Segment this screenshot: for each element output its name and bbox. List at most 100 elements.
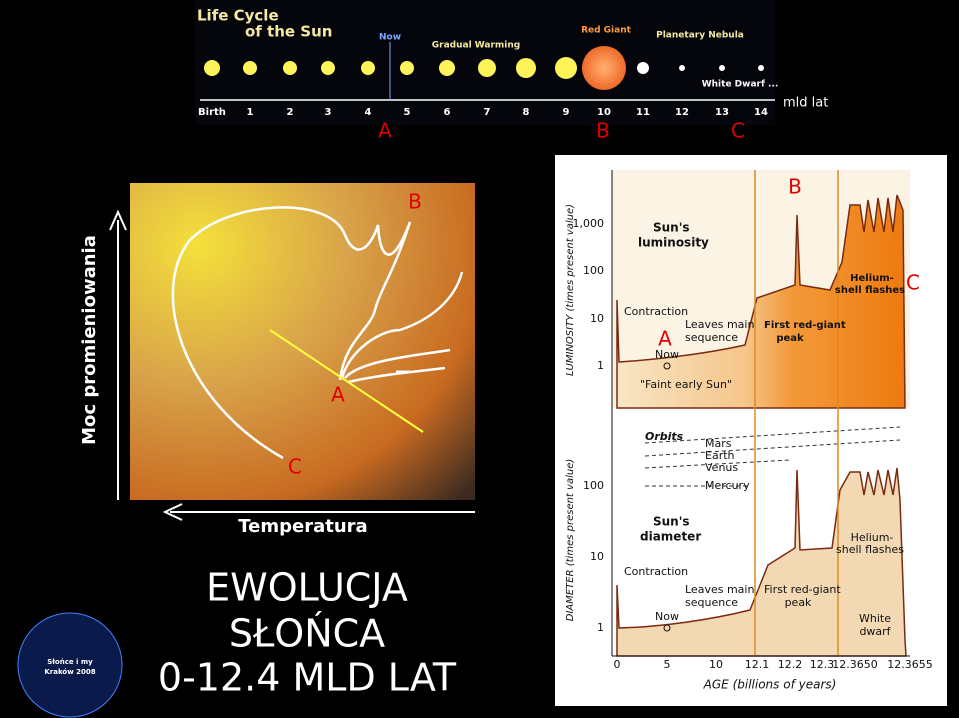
- label: 13: [715, 107, 729, 118]
- label: 0-12.4 MLD LAT: [158, 656, 457, 700]
- sun: [758, 65, 764, 71]
- label: sequence: [685, 596, 738, 609]
- label: Słońce i my: [47, 658, 93, 666]
- label: Mercury: [705, 479, 750, 492]
- label: B: [596, 119, 610, 143]
- label: White: [859, 612, 891, 625]
- logo: [17, 612, 123, 718]
- label: 5: [664, 658, 671, 671]
- now-point: [663, 624, 671, 632]
- label: Planetary Nebula: [656, 31, 744, 41]
- label: DIAMETER (times present value): [565, 459, 576, 622]
- label: 1: [597, 621, 604, 634]
- label: Now: [379, 33, 401, 43]
- label: 12: [675, 107, 689, 118]
- orbit-lines: [644, 426, 901, 487]
- label: 12.3655: [887, 658, 933, 671]
- label: B: [788, 175, 802, 199]
- label: 10: [597, 107, 611, 118]
- main-sequence: [269, 329, 424, 433]
- y-arrow: [109, 209, 127, 500]
- label: First red-giant: [764, 320, 846, 331]
- label: Now: [655, 348, 679, 361]
- label: mld lat: [783, 96, 828, 111]
- label: First red-giant: [764, 583, 841, 596]
- sun: [582, 46, 626, 90]
- label: Mars: [705, 437, 732, 450]
- label: A: [378, 119, 392, 143]
- sun: [204, 60, 220, 76]
- sun: [637, 62, 649, 74]
- sun: [439, 60, 455, 76]
- label: EWOLUCJA: [206, 566, 408, 610]
- sun: [283, 61, 297, 75]
- diameter-curve: [616, 467, 907, 657]
- label: 10: [709, 658, 723, 671]
- label: A: [331, 383, 345, 407]
- label: 11: [636, 107, 650, 118]
- sun: [719, 65, 725, 71]
- label: sequence: [685, 331, 738, 344]
- label: Birth: [198, 107, 226, 118]
- label: peak: [785, 596, 812, 609]
- label: Contraction: [624, 305, 688, 318]
- label: 3: [325, 107, 332, 118]
- label: 100: [583, 479, 604, 492]
- label: diameter: [640, 530, 701, 544]
- x-arrow: [162, 503, 475, 521]
- label: 5: [404, 107, 411, 118]
- label: 4: [365, 107, 372, 118]
- label: 1: [247, 107, 254, 118]
- label: Earth: [705, 449, 735, 462]
- label: Helium-: [851, 531, 894, 544]
- label: Kraków 2008: [44, 668, 95, 676]
- label: 10: [590, 550, 604, 563]
- label: 7: [484, 107, 491, 118]
- label: Gradual Warming: [432, 41, 520, 51]
- label: 12.1: [745, 658, 770, 671]
- label: Temperatura: [238, 516, 367, 537]
- label: shell flashes: [835, 285, 905, 296]
- label: Red Giant: [581, 26, 632, 36]
- label: Contraction: [624, 565, 688, 578]
- label: peak: [776, 333, 804, 344]
- label: 12.2: [778, 658, 803, 671]
- label: Now: [655, 610, 679, 623]
- label: A: [658, 327, 672, 351]
- label: Sun's: [653, 515, 690, 529]
- hr-track: [171, 206, 464, 460]
- sun: [243, 61, 257, 75]
- label: 12.3: [810, 658, 835, 671]
- label: Venus: [705, 461, 738, 474]
- label: Sun's: [653, 221, 690, 235]
- sun: [516, 58, 536, 78]
- label: 14: [754, 107, 768, 118]
- label: Life Cycle: [197, 7, 279, 25]
- label: C: [731, 119, 745, 143]
- luminosity-curve: [616, 194, 906, 409]
- label: C: [906, 271, 920, 295]
- label: Leaves main: [685, 318, 754, 331]
- label: Helium-: [850, 273, 894, 284]
- phase-lines: [754, 170, 839, 656]
- label: dwarf: [859, 625, 891, 638]
- label: 12.3650: [832, 658, 878, 671]
- label: SŁOŃCA: [229, 612, 385, 656]
- label: 2: [287, 107, 294, 118]
- label: White Dwarf ...: [702, 80, 779, 90]
- label: 8: [523, 107, 530, 118]
- label: LUMINOSITY (times present value): [565, 204, 576, 376]
- sun: [361, 61, 375, 75]
- label: Leaves main: [685, 583, 754, 596]
- label: 6: [444, 107, 451, 118]
- label: Orbits: [645, 430, 684, 443]
- hr-panel: [130, 183, 475, 500]
- label: 10: [590, 312, 604, 325]
- sun-sequence: [204, 46, 764, 90]
- label: B: [408, 190, 422, 214]
- label: Moc promieniowania: [79, 235, 100, 445]
- sun: [555, 57, 577, 79]
- sun: [679, 65, 685, 71]
- label: luminosity: [638, 236, 709, 250]
